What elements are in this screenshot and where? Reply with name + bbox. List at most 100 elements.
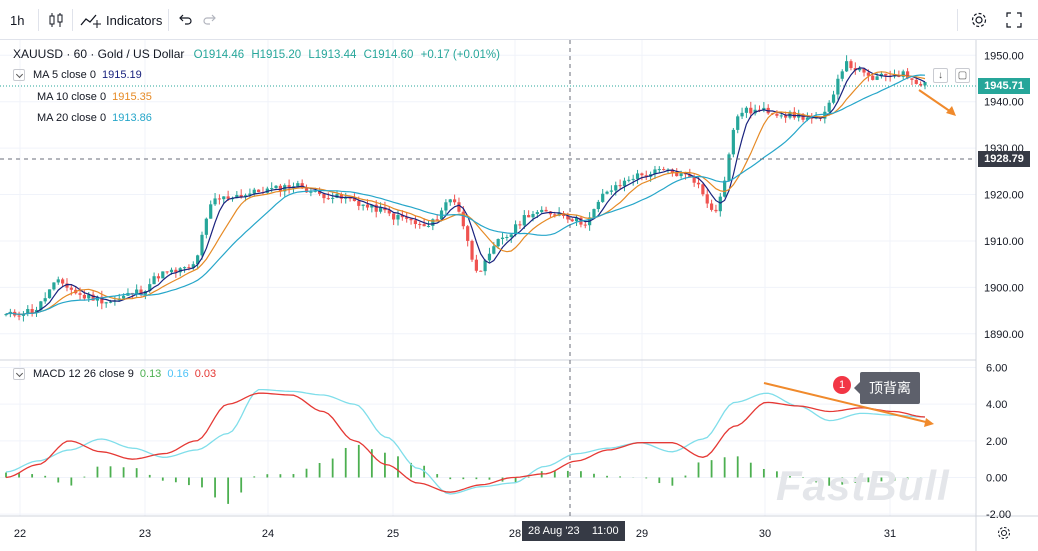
candle-body (21, 313, 26, 316)
candle-body (47, 289, 52, 299)
collapse-macd-icon[interactable] (13, 368, 25, 380)
candle-body (304, 188, 309, 193)
candle-body (845, 61, 849, 72)
candle-body (505, 236, 509, 238)
candle-body (100, 296, 104, 304)
candle-body (339, 194, 343, 199)
interval-button[interactable]: 1h (10, 6, 24, 34)
candle-body (174, 269, 178, 273)
candles-icon (49, 13, 63, 27)
candle-body (405, 217, 409, 219)
candle-body (56, 279, 60, 283)
candle-body (82, 294, 86, 299)
settings-button[interactable] (970, 6, 988, 34)
candle-body (727, 154, 731, 181)
candle-body (775, 113, 779, 116)
candle-body (670, 169, 674, 173)
ma5-legend[interactable]: MA 5 close 0 1915.19 (13, 66, 142, 84)
candle-body (43, 298, 47, 302)
divergence-arrowhead-price (946, 106, 956, 116)
candle-body (801, 114, 805, 120)
fullscreen-icon (1006, 12, 1022, 28)
macd-lines (5, 388, 926, 495)
last-price-tag: 1945.71 (978, 78, 1030, 94)
candle-body (905, 71, 910, 79)
candle-body (570, 219, 574, 222)
ma10-value: 1915.35 (112, 91, 152, 103)
ma10-label: MA 10 close 0 (37, 91, 107, 103)
candle-body (627, 179, 631, 181)
candle-body (923, 82, 927, 86)
candle-body (374, 204, 378, 212)
candle-body (278, 185, 282, 192)
candle-body (296, 183, 300, 187)
candle-body (34, 309, 39, 313)
candle-body (696, 182, 701, 185)
annotation-badge[interactable]: 1 (833, 376, 851, 394)
candle-body (784, 115, 788, 118)
candle-body (182, 267, 187, 269)
candle-body (544, 209, 548, 212)
candle-body (239, 195, 243, 197)
candle-body (348, 197, 352, 199)
fullscreen-button[interactable] (1006, 6, 1022, 34)
timezone-gear-icon[interactable] (996, 525, 1012, 541)
candle-body (322, 193, 326, 199)
price-tick-label: 1910.00 (984, 236, 1024, 248)
toolbar-divider (957, 9, 958, 31)
candle-body (187, 267, 191, 269)
candle-body (483, 260, 487, 272)
macd-legend[interactable]: MACD 12 26 close 9 0.13 0.16 0.03 (13, 365, 216, 383)
divergence-arrow-price (918, 89, 955, 115)
candle-body (409, 218, 413, 221)
ma-line (5, 71, 926, 315)
macd-tick-label: -2.00 (986, 509, 1011, 521)
chart-type-button[interactable] (47, 6, 65, 34)
collapse-legend-icon[interactable] (13, 69, 25, 81)
candle-body (200, 234, 204, 256)
candle-body (731, 129, 735, 155)
candle-body (709, 203, 714, 210)
candle-body (248, 193, 252, 196)
indicators-button[interactable]: Indicators (80, 6, 162, 34)
candle-body (875, 76, 879, 80)
signal-line (5, 392, 926, 493)
ohlc-close: C1914.60 (363, 49, 414, 61)
candle-body (705, 194, 709, 204)
candle-body (901, 71, 905, 77)
ma10-legend[interactable]: MA 10 close 0 1915.35 (37, 88, 152, 106)
indicators-icon (80, 14, 101, 28)
candle-body (527, 215, 531, 218)
candle-body (309, 191, 313, 193)
macd-axis: -2.00 0.00 2.00 4.00 6.00 (986, 363, 1011, 522)
candle-body (609, 190, 614, 192)
candle-body (522, 215, 526, 226)
undo-button[interactable] (177, 6, 193, 34)
chart-canvas[interactable]: 1890.001900.001910.001920.001930.001940.… (0, 40, 1038, 551)
candle-body (204, 218, 208, 235)
move-pane-down-icon[interactable]: ↓ (933, 68, 948, 83)
candle-body (30, 309, 34, 313)
macd-value: 0.16 (167, 368, 189, 380)
moving-averages (5, 67, 926, 315)
time-tick-label: 22 (14, 528, 26, 540)
candle-body (87, 294, 91, 299)
candle-body (866, 72, 870, 76)
maximize-pane-icon[interactable]: ▢ (955, 68, 970, 83)
macd-signal-value: 0.03 (194, 368, 217, 380)
candle-body (723, 180, 727, 197)
redo-button[interactable] (202, 6, 218, 34)
candle-body (701, 184, 705, 195)
candle-body (531, 213, 535, 218)
price-tick-label: 1890.00 (984, 329, 1024, 341)
time-tick-label: 30 (759, 528, 771, 540)
ma20-legend[interactable]: MA 20 close 0 1913.86 (37, 109, 152, 127)
candle-body (139, 289, 143, 295)
candle-body (914, 79, 918, 84)
price-tick-label: 1940.00 (984, 97, 1024, 109)
annotation-label[interactable]: 顶背离 (854, 372, 920, 404)
candle-body (413, 220, 418, 225)
toolbar-divider (72, 9, 73, 31)
candle-body (574, 217, 579, 222)
candle-body (361, 204, 365, 206)
